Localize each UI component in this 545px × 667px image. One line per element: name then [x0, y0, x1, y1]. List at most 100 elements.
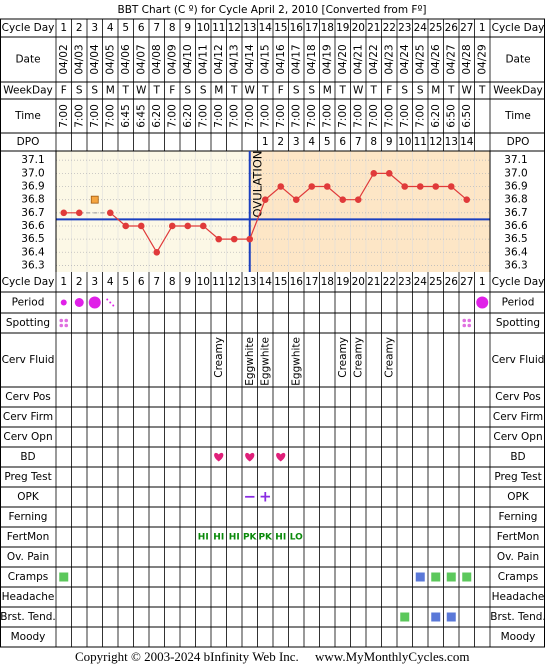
cycle_days-cell: 20 [352, 22, 365, 34]
weekdays-cell: S [91, 85, 98, 97]
cycle_days-cell: 19 [336, 276, 349, 288]
cycle_days-cell: 20 [352, 276, 365, 288]
dates-cell: 04/17 [290, 44, 302, 74]
times-cell: 6:20 [430, 104, 442, 128]
cycle_days-cell: 1 [479, 276, 486, 288]
y-tick-label: 37.0 [21, 167, 44, 179]
weekdays-cell: S [76, 85, 83, 97]
times-cell: 7:00 [321, 104, 333, 128]
temp-point [401, 183, 409, 190]
row-label: Time [14, 110, 41, 122]
cycle_days-cell: 15 [274, 276, 287, 288]
weekdays-cell: T [153, 85, 161, 97]
weekdays-cell: M [214, 85, 223, 97]
period-spot [109, 301, 112, 304]
times-cell: 7:00 [104, 104, 116, 128]
dpo-cell: 9 [386, 136, 393, 148]
temp-point [184, 222, 192, 230]
cycle_days-cell: 2 [76, 22, 83, 34]
dpo-cell: 7 [355, 136, 362, 148]
cycle_days-cell: 18 [321, 276, 334, 288]
row-label: Cycle Day [492, 276, 545, 288]
row-label: Brst. Tend. [490, 611, 545, 623]
symptom-square [431, 572, 441, 582]
site-link: www.MyMonthlyCycles.com [315, 649, 469, 664]
y-tick-label: 36.8 [21, 194, 44, 206]
cycle_days-cell: 10 [197, 276, 210, 288]
weekdays-cell: T [122, 85, 130, 97]
cycle_days-cell: 5 [122, 276, 129, 288]
spotting-dot [64, 323, 69, 328]
row-label: Period [502, 297, 535, 309]
dates-cell: 04/04 [89, 44, 101, 75]
row-label: Cycle Day [2, 22, 55, 34]
times-cell: 6:50 [445, 104, 457, 128]
y-tick-label: 36.4 [21, 246, 45, 258]
times-cell: 6:45 [120, 104, 132, 128]
times-cell: 7:00 [244, 104, 256, 128]
symptom-square [462, 572, 472, 582]
temp-point [308, 183, 316, 190]
temp-point [463, 196, 471, 203]
dpo-cell: 2 [277, 136, 284, 148]
symptom-square [415, 572, 425, 582]
cycle_days-cell: 19 [336, 22, 349, 34]
dates-cell: 04/03 [73, 44, 85, 74]
dpo-cell: 6 [339, 136, 346, 148]
row-label: Ferning [9, 511, 48, 523]
cycle_days-cell: 25 [429, 22, 442, 34]
cycle_days-cell: 23 [398, 22, 411, 34]
temp-point [168, 222, 176, 230]
dates-cell: 04/14 [244, 44, 256, 75]
dates-cell: 04/09 [166, 44, 178, 74]
row-label: Cerv Firm [3, 411, 53, 423]
times-cell: 7:00 [337, 104, 349, 128]
dates-cell: 04/24 [399, 44, 411, 75]
chart-title: BBT Chart (C º) for Cycle April 2, 2010 … [118, 4, 427, 16]
temp-point [432, 183, 440, 190]
row-label: Cerv Opn [3, 431, 52, 443]
symptom-square [431, 612, 441, 622]
row-label: Cerv Fluid [492, 354, 545, 366]
temp-point [385, 170, 393, 177]
weekdays-cell: M [431, 85, 440, 97]
times-cell: 7:00 [228, 104, 240, 128]
cycle_days-cell: 17 [305, 276, 318, 288]
cycle_days-cell: 17 [305, 22, 318, 34]
cycle_days-cell: 2 [76, 276, 83, 288]
spotting-dot [462, 318, 467, 323]
row-label: DPO [507, 136, 530, 148]
temp-point [137, 222, 145, 230]
weekdays-cell: W [245, 85, 256, 97]
times-cell: 7:00 [352, 104, 364, 128]
row-label: Cerv Firm [493, 411, 543, 423]
cycle_days-cell: 3 [91, 276, 98, 288]
y-tick-label: 37.0 [504, 167, 527, 179]
dates-cell: 04/25 [414, 44, 426, 74]
cycle_days-cell: 1 [60, 22, 67, 34]
dates-cell: 04/15 [259, 44, 271, 74]
pre-ovulation-bg [56, 151, 250, 272]
temp-point [277, 183, 285, 190]
discarded-temp [90, 195, 99, 204]
cycle_days-cell: 11 [212, 22, 225, 34]
cycle_days-cell: 25 [429, 276, 442, 288]
dates-cell: 04/21 [352, 44, 364, 74]
weekdays-cell: T [261, 85, 269, 97]
weekdays-cell: S [308, 85, 315, 97]
weekdays-cell: T [370, 85, 378, 97]
y-tick-label: 36.6 [504, 220, 528, 232]
times-cell: 7:00 [368, 104, 380, 128]
cycle_days-cell: 4 [107, 22, 114, 34]
weekdays-cell: F [169, 85, 175, 97]
cf-text: Creamy [352, 337, 364, 378]
cycle_days-cell: 22 [383, 276, 396, 288]
weekdays-cell: W [462, 85, 473, 97]
cf-text: Eggwhite [259, 337, 271, 386]
dpo-cell: 8 [370, 136, 377, 148]
row-label: BD [510, 451, 525, 463]
cycle_days-cell: 4 [107, 276, 114, 288]
cycle_days-cell: 9 [184, 276, 191, 288]
weekdays-cell: W [136, 85, 147, 97]
period-flow [88, 296, 101, 309]
